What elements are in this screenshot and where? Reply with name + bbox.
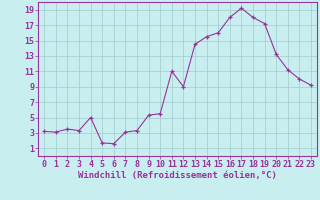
X-axis label: Windchill (Refroidissement éolien,°C): Windchill (Refroidissement éolien,°C) (78, 171, 277, 180)
